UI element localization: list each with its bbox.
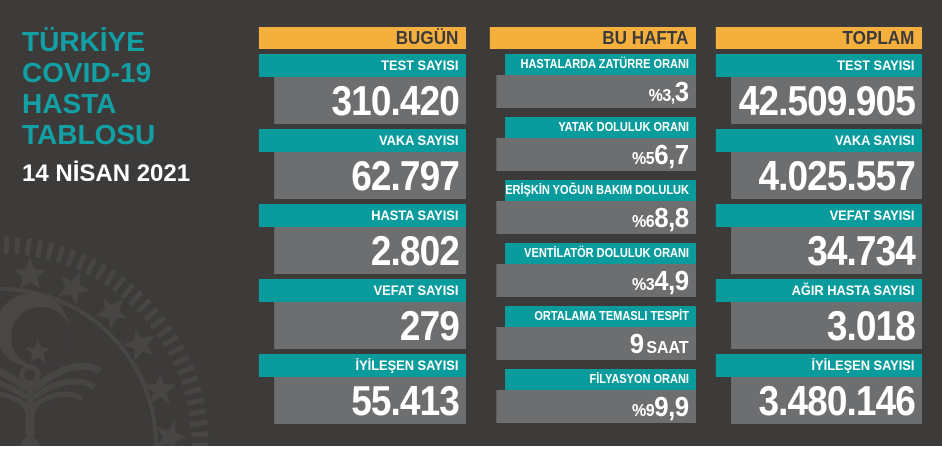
- emblem-stars: [13, 258, 188, 446]
- stat-value-unit: SAAT: [646, 337, 689, 357]
- emblem-crescent: [0, 293, 71, 367]
- report-date: 14 NİSAN 2021: [22, 160, 191, 187]
- stat-block-zaturre-orani: HASTALARDA ZATÜRRE ORANI %3,3: [479, 54, 696, 108]
- page-title-line: HASTA: [22, 88, 117, 119]
- stat-value: %34,9: [496, 264, 696, 297]
- stat-value: 310.420: [274, 77, 466, 124]
- column-header-bugun: BUGÜN: [258, 27, 466, 49]
- stat-block-ventilator-doluluk: VENTİLATÖR DOLULUK ORANI %34,9: [479, 243, 696, 297]
- stat-label: VEFAT SAYISI: [258, 279, 466, 302]
- column-header-bu-hafta: BU HAFTA: [489, 27, 696, 49]
- stat-label: FİLYASYON ORANI: [505, 369, 696, 390]
- stat-label: TEST SAYISI: [258, 54, 466, 77]
- stat-block-iyilesen-sayisi: İYİLEŞEN SAYISI 55.413: [248, 354, 466, 424]
- stat-block-filyasyon-orani: FİLYASYON ORANI %99,9: [479, 369, 696, 423]
- stat-value: %99,9: [496, 390, 696, 423]
- stat-label: HASTA SAYISI: [258, 204, 466, 227]
- stat-value: %68,8: [496, 201, 696, 234]
- stat-block-test-sayisi: TEST SAYISI 310.420: [248, 54, 466, 124]
- column-header-toplam: TOPLAM: [715, 27, 922, 49]
- stat-block-agir-hasta: AĞIR HASTA SAYISI 3.018: [705, 279, 922, 349]
- stat-value: 4.025.557: [731, 152, 922, 199]
- stat-value: 55.413: [274, 377, 466, 424]
- stat-label: VAKA SAYISI: [715, 129, 922, 152]
- emblem-caduceus: [0, 362, 103, 446]
- stat-value: 9 SAAT: [496, 327, 696, 360]
- stat-value: 3.018: [731, 302, 922, 349]
- stat-block-toplam-vaka: VAKA SAYISI 4.025.557: [705, 129, 922, 199]
- page-title-line: TABLOSU: [22, 119, 156, 150]
- stat-block-hasta-sayisi: HASTA SAYISI 2.802: [248, 204, 466, 274]
- stat-label: VEFAT SAYISI: [715, 204, 922, 227]
- page-title-line: COVID-19: [22, 57, 152, 88]
- stat-label: VENTİLATÖR DOLULUK ORANI: [505, 243, 696, 264]
- ministry-of-health-emblem: [0, 236, 209, 446]
- bottom-white-strip: [0, 446, 942, 458]
- stat-block-toplam-test: TEST SAYISI 42.509.905: [705, 54, 922, 124]
- stat-label: ERİŞKİN YOĞUN BAKIM DOLULUK ORANI: [505, 180, 696, 218]
- stat-label: AĞIR HASTA SAYISI: [715, 279, 922, 302]
- stat-value: %3,3: [496, 75, 696, 108]
- page-title-line: TÜRKİYE: [22, 26, 145, 57]
- emblem-rope-ring: [0, 236, 209, 446]
- stat-value: 62.797: [274, 152, 466, 199]
- dashboard-panel: TÜRKİYE COVID-19 HASTA TABLOSU 14 NİSAN …: [0, 0, 942, 446]
- page-title: TÜRKİYE COVID-19 HASTA TABLOSU: [22, 26, 155, 150]
- stat-value: 3.480.146: [731, 377, 922, 424]
- stat-label: HASTALARDA ZATÜRRE ORANI: [505, 54, 696, 75]
- stat-label: TEST SAYISI: [715, 54, 922, 77]
- stat-label: İYİLEŞEN SAYISI: [715, 354, 922, 377]
- stat-label: İYİLEŞEN SAYISI: [258, 354, 466, 377]
- stat-block-yogun-bakim-doluluk: ERİŞKİN YOĞUN BAKIM DOLULUK ORANI %68,8: [479, 180, 696, 234]
- stat-label: ORTALAMA TEMASLI TESPİT SÜRESİ: [505, 306, 696, 344]
- stat-block-vefat-sayisi: VEFAT SAYISI 279: [248, 279, 466, 349]
- stat-block-yatak-doluluk: YATAK DOLULUK ORANI %56,7: [479, 117, 696, 171]
- stat-block-toplam-vefat: VEFAT SAYISI 34.734: [705, 204, 922, 274]
- emblem-inner-ring: [0, 287, 158, 446]
- stat-value: %56,7: [496, 138, 696, 171]
- column-bu-hafta: BU HAFTA HASTALARDA ZATÜRRE ORANI %3,3 Y…: [479, 27, 696, 432]
- stat-label: YATAK DOLULUK ORANI: [505, 117, 696, 138]
- stat-label: VAKA SAYISI: [258, 129, 466, 152]
- stat-block-vaka-sayisi: VAKA SAYISI 62.797: [248, 129, 466, 199]
- stat-value: 34.734: [731, 227, 922, 274]
- stat-value: 42.509.905: [731, 77, 922, 124]
- stat-block-toplam-iyilesen: İYİLEŞEN SAYISI 3.480.146: [705, 354, 922, 424]
- emblem-crescent-star: [25, 339, 51, 363]
- column-bugun: BUGÜN TEST SAYISI 310.420 VAKA SAYISI 62…: [248, 27, 466, 429]
- stat-value: 279: [274, 302, 466, 349]
- column-toplam: TOPLAM TEST SAYISI 42.509.905 VAKA SAYIS…: [705, 27, 922, 429]
- stat-value: 2.802: [274, 227, 466, 274]
